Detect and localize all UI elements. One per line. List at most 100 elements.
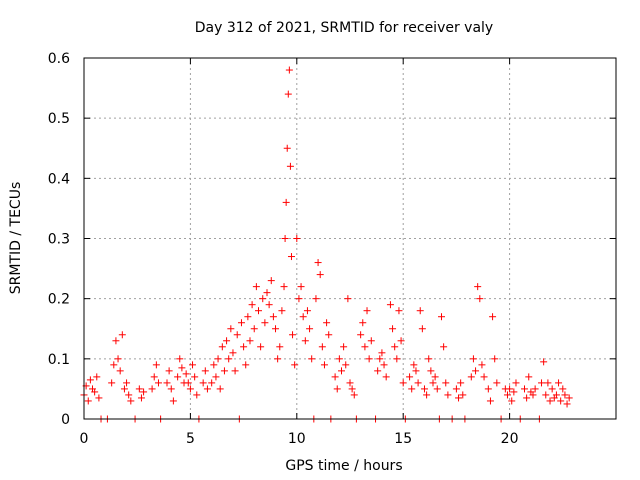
data-point bbox=[263, 289, 271, 297]
data-point bbox=[420, 385, 428, 393]
data-point bbox=[433, 385, 441, 393]
data-point bbox=[152, 361, 160, 369]
data-point bbox=[91, 388, 99, 396]
data-point bbox=[316, 271, 324, 279]
data-point bbox=[386, 301, 394, 309]
data-point bbox=[374, 367, 382, 375]
data-point bbox=[274, 355, 282, 363]
data-point bbox=[359, 319, 367, 327]
axis-ticks: 0 0.1 0.2 0.3 0.4 0.5 0.6 0 5 10 15 20 bbox=[48, 51, 616, 447]
data-point bbox=[203, 385, 211, 393]
data-point bbox=[472, 367, 480, 375]
data-point bbox=[259, 295, 267, 303]
data-point bbox=[214, 355, 222, 363]
data-point bbox=[538, 379, 546, 387]
data-point bbox=[186, 385, 194, 393]
data-point bbox=[378, 349, 386, 357]
data-point bbox=[291, 361, 299, 369]
data-point bbox=[467, 373, 475, 381]
data-point bbox=[361, 343, 369, 351]
data-point bbox=[184, 379, 192, 387]
data-point bbox=[427, 367, 435, 375]
data-point bbox=[299, 313, 307, 321]
data-point bbox=[563, 400, 571, 408]
data-point bbox=[542, 391, 550, 399]
data-point bbox=[320, 361, 328, 369]
data-point bbox=[444, 391, 452, 399]
data-point bbox=[169, 397, 177, 405]
data-point bbox=[557, 397, 565, 405]
data-point bbox=[137, 394, 145, 402]
data-point bbox=[561, 391, 569, 399]
data-point bbox=[306, 325, 314, 333]
data-point bbox=[391, 343, 399, 351]
data-point bbox=[484, 385, 492, 393]
data-point bbox=[531, 385, 539, 393]
data-point bbox=[510, 388, 518, 396]
data-point bbox=[529, 391, 537, 399]
y-tick-label: 0.2 bbox=[48, 292, 70, 308]
data-point bbox=[480, 373, 488, 381]
data-point bbox=[269, 313, 277, 321]
data-point bbox=[512, 379, 520, 387]
data-point bbox=[520, 385, 528, 393]
data-point bbox=[429, 379, 437, 387]
data-point bbox=[508, 397, 516, 405]
data-point bbox=[431, 373, 439, 381]
data-point bbox=[199, 379, 207, 387]
data-point bbox=[252, 283, 260, 291]
data-point bbox=[295, 295, 303, 303]
x-tick-label: 0 bbox=[80, 431, 89, 447]
data-point bbox=[331, 373, 339, 381]
x-tick-label: 15 bbox=[394, 431, 412, 447]
data-point bbox=[193, 391, 201, 399]
y-tick-label: 0.6 bbox=[48, 51, 70, 67]
data-point bbox=[229, 349, 237, 357]
y-tick-label: 0.3 bbox=[48, 232, 70, 248]
data-point bbox=[438, 313, 446, 321]
data-point bbox=[389, 325, 397, 333]
data-point bbox=[120, 385, 128, 393]
data-point bbox=[399, 379, 407, 387]
data-point bbox=[208, 379, 216, 387]
data-point bbox=[335, 355, 343, 363]
data-point bbox=[418, 325, 426, 333]
data-point bbox=[191, 373, 199, 381]
data-point bbox=[459, 391, 467, 399]
data-point bbox=[474, 283, 482, 291]
data-point bbox=[257, 343, 265, 351]
data-point bbox=[116, 367, 124, 375]
data-point bbox=[176, 355, 184, 363]
data-point bbox=[174, 373, 182, 381]
data-point bbox=[93, 373, 101, 381]
data-point bbox=[261, 319, 269, 327]
data-point bbox=[254, 307, 262, 315]
data-point bbox=[301, 337, 309, 345]
data-point bbox=[540, 358, 548, 366]
data-point bbox=[220, 367, 228, 375]
y-tick-label: 0 bbox=[61, 412, 70, 428]
x-tick-label: 5 bbox=[186, 431, 195, 447]
data-point bbox=[95, 394, 103, 402]
data-point bbox=[323, 319, 331, 327]
data-point bbox=[114, 355, 122, 363]
data-point bbox=[555, 379, 563, 387]
data-point bbox=[344, 295, 352, 303]
data-point bbox=[135, 385, 143, 393]
data-point bbox=[237, 319, 245, 327]
data-point bbox=[452, 385, 460, 393]
data-point bbox=[455, 394, 463, 402]
data-point bbox=[280, 283, 288, 291]
data-point bbox=[425, 355, 433, 363]
data-point bbox=[285, 66, 293, 74]
data-point bbox=[376, 355, 384, 363]
data-point bbox=[154, 379, 162, 387]
data-point bbox=[178, 364, 186, 372]
data-point bbox=[393, 355, 401, 363]
data-point bbox=[287, 253, 295, 261]
data-point bbox=[365, 355, 373, 363]
data-point bbox=[244, 313, 252, 321]
data-point bbox=[286, 162, 294, 170]
data-point bbox=[457, 379, 465, 387]
data-point bbox=[210, 361, 218, 369]
